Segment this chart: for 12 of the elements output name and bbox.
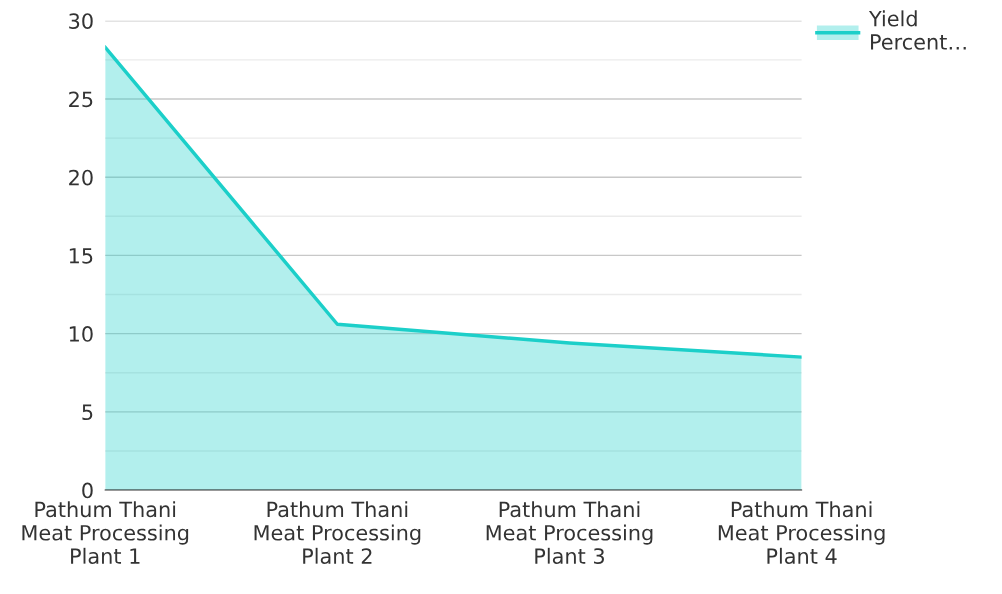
y-tick-label: 25 <box>69 91 93 108</box>
legend-label: Yield Percent… <box>868 10 966 50</box>
y-tick-label: 5 <box>82 404 93 421</box>
x-tick-label: Pathum Thani Meat Processing Plant 4 <box>718 501 885 564</box>
x-tick-label: Pathum Thani Meat Processing Plant 2 <box>254 501 421 564</box>
y-tick-label: 15 <box>69 248 93 264</box>
x-tick-label: Pathum Thani Meat Processing Plant 3 <box>486 501 653 564</box>
x-tick-label: Pathum Thani Meat Processing Plant 1 <box>22 501 189 564</box>
y-tick-label: 20 <box>69 169 93 186</box>
y-tick-label: 0 <box>82 482 93 499</box>
y-tick-label: 10 <box>69 326 93 342</box>
y-tick-label: 30 <box>69 13 93 29</box>
